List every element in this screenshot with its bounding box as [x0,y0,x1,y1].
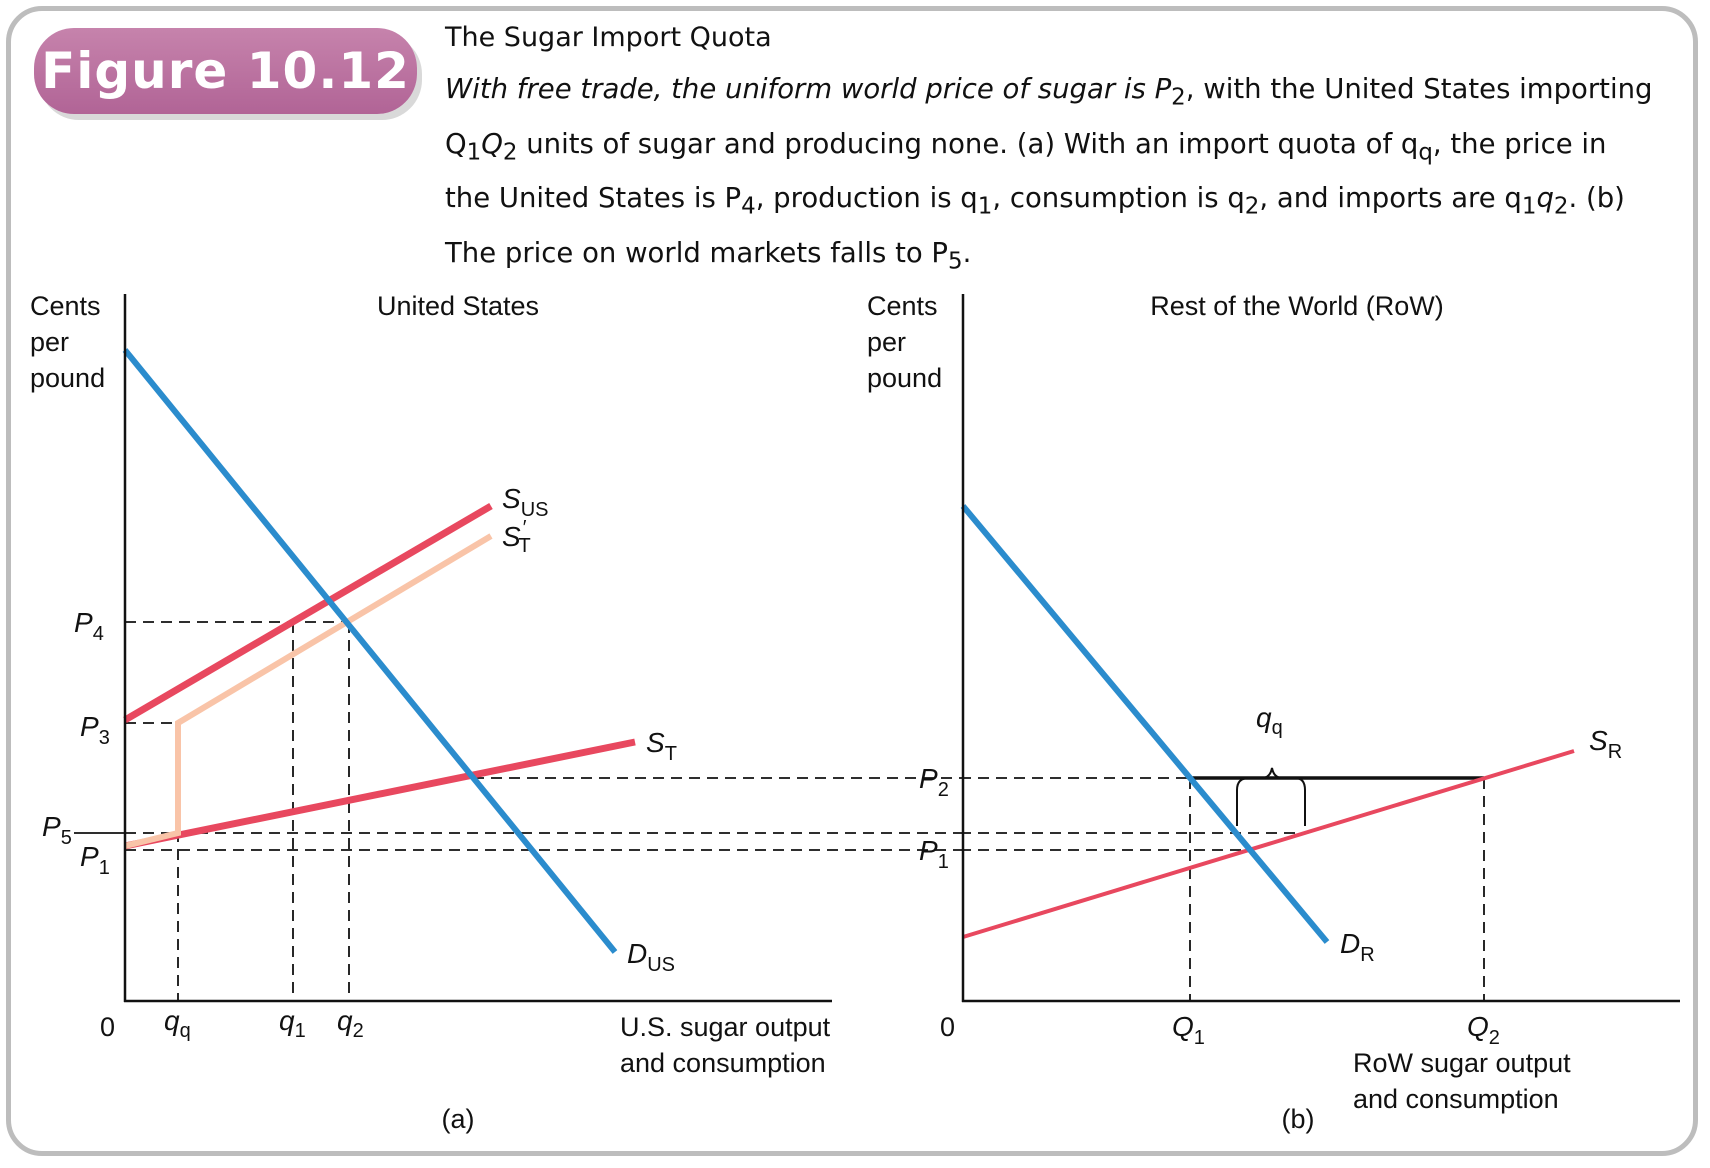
caption-sub: 2 [1244,193,1260,220]
sr-label: SR [1589,725,1622,763]
dr-label: DR [1340,928,1375,966]
qq-label: qq [164,1005,191,1042]
panel-a-y-label-line1: Cents [30,291,101,321]
Q2-label: Q2 [1467,1011,1500,1049]
caption-seg: , and imports are q [1259,182,1522,214]
panel-b-x-label-line2: and consumption [1353,1084,1559,1114]
caption-sub: q [1418,139,1433,165]
caption-sub: 4 [741,193,756,220]
panel-a-title: United States [377,291,539,321]
p3-label: P3 [80,711,110,749]
panel-b-guides [960,777,1485,1000]
caption-seg: . [962,236,972,269]
sus-supply-curve [123,502,493,724]
caption-sub: 1 [1521,193,1537,220]
st-prime-label: S ′ T [502,517,531,557]
sr-supply-curve [962,749,1575,939]
p2-label-b: P2 [919,763,949,801]
figure-frame [6,6,1698,1156]
panel-b-label: (b) [1282,1104,1315,1134]
dr-demand-curve [960,504,1330,944]
panel-a-x-label-line2: and consumption [620,1048,826,1078]
st-prime-supply-curve [124,533,493,849]
st-supply-curve [124,738,636,850]
caption-seg: , the price in the United States is P [445,127,1607,215]
caption-seg: q [1536,182,1554,214]
caption-seg: Q [481,127,503,160]
caption-sub: 5 [948,248,963,274]
panel-a-x-label-line1: U.S. sugar output [620,1012,831,1042]
dus-demand-curve [122,348,618,954]
sus-label: SUS [502,483,548,521]
panel-b-origin: 0 [940,1012,955,1042]
panel-b: Cents per pound Rest of the World (RoW) … [867,291,1680,1134]
caption-seg: units of sugar and producing none. (a) W… [517,127,1419,160]
panel-b-x-label-line1: RoW sugar output [1353,1048,1571,1078]
caption-seg: With free trade, the uniform world price… [445,73,1172,105]
q2-label: q2 [337,1005,364,1042]
st-label: ST [646,727,677,765]
p5-label: P5 [42,811,72,849]
panel-a-label: (a) [442,1104,475,1134]
dus-label: DUS [627,938,675,976]
caption-sub: 2 [1171,84,1186,111]
q1-label: q1 [279,1005,306,1042]
Q1-label: Q1 [1172,1011,1205,1049]
caption-seg: , production is q [755,182,978,214]
quota-label: qq [1256,702,1283,739]
quota-brace [1236,767,1306,826]
panel-b-y-label-line2: per [867,327,906,357]
panel-b-y-label-line1: Cents [867,291,938,321]
figure-caption: With free trade, the uniform world price… [445,66,1660,284]
caption-sub: 2 [1553,193,1569,220]
figure-title: The Sugar Import Quota [445,22,772,53]
panel-a-y-label-line2: per [30,327,69,357]
panel-a: Cents per pound United States P4 P3 P5 P… [30,291,960,1134]
panel-a-origin: 0 [100,1012,115,1042]
p1-label-b: P1 [919,835,949,873]
panel-b-title: Rest of the World (RoW) [1150,291,1444,321]
figure-badge: Figure 10.12 [34,28,417,114]
caption-seg: , with the United States importing Q [445,73,1653,160]
caption-sub: 2 [502,139,518,165]
caption-sub: 1 [466,139,482,165]
p1-label: P1 [80,841,110,879]
panel-a-y-label-line3: pound [30,363,105,393]
caption-seg: . (b) The price on world markets falls t… [445,182,1625,269]
panel-b-y-label-line3: pound [867,363,942,393]
caption-seg: , consumption is q [992,182,1245,214]
p4-label: P4 [74,607,104,645]
caption-sub: 1 [977,193,993,220]
